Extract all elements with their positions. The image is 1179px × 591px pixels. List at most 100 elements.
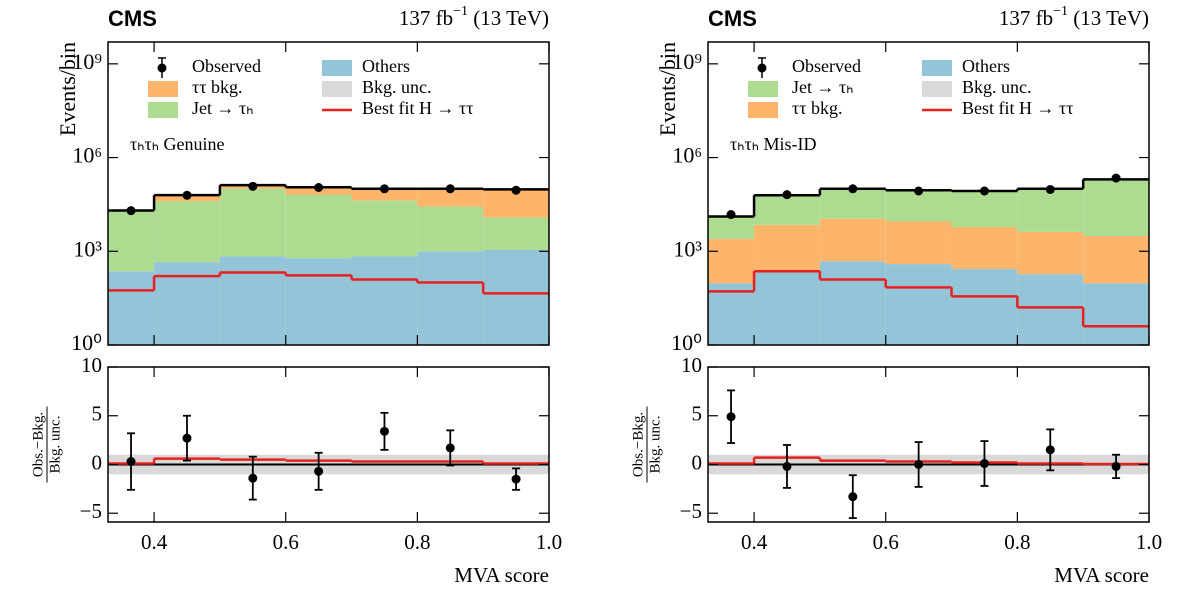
ratio-point	[848, 492, 858, 502]
stack-bar	[951, 191, 1018, 228]
stack-bar	[285, 258, 352, 345]
y-tick-label: 10⁹	[72, 49, 102, 74]
observed-point	[511, 185, 521, 195]
stack-bar	[951, 269, 1018, 345]
stack-bar	[219, 256, 286, 345]
ratio-point	[782, 461, 792, 471]
stack-bar	[417, 206, 484, 252]
annotation: τₕτₕ Mis-ID	[730, 134, 817, 154]
y-tick-label: −5	[80, 499, 102, 523]
stack-bar	[754, 224, 820, 272]
legend-swatch	[922, 81, 952, 97]
observed-point	[1045, 184, 1055, 194]
legend-symbol	[757, 63, 767, 73]
stack-bar	[708, 238, 755, 284]
legend-label: Others	[962, 56, 1010, 76]
stack-bar	[1017, 188, 1084, 232]
legend-swatch	[922, 60, 952, 76]
y-tick-label: 10⁶	[672, 143, 702, 168]
observed-point	[126, 206, 136, 216]
stack-bar	[951, 227, 1018, 270]
legend-label: Jet → τₕ	[192, 98, 254, 118]
legend-swatch	[148, 102, 178, 118]
stack-bar	[819, 218, 886, 262]
axes-frame	[707, 41, 1150, 346]
legend-swatch	[148, 81, 178, 97]
energy: (13 TeV)	[468, 6, 549, 30]
observed-point	[248, 181, 258, 191]
energy: (13 TeV)	[1068, 6, 1149, 30]
legend-label: ττ bkg.	[792, 98, 842, 118]
legend-label: Bkg. unc.	[362, 77, 432, 97]
stack-bar	[108, 271, 155, 345]
legend-label: Best fit H → ττ	[362, 98, 473, 118]
stack-bar	[754, 195, 820, 225]
observed-point	[182, 190, 192, 200]
stack-bar	[885, 221, 952, 265]
legend-label: ττ bkg.	[192, 77, 242, 97]
luminosity-exponent: −1	[1053, 4, 1068, 19]
ratio-label: Obs.−Bkg.	[30, 412, 46, 477]
ratio-point	[979, 459, 989, 469]
stack-bar	[885, 264, 952, 345]
legend-label: Observed	[192, 56, 261, 76]
stack-bar	[819, 261, 886, 345]
ratio-point	[248, 473, 258, 483]
x-axis-label: MVA score	[1054, 563, 1149, 587]
y-tick-label: 5	[692, 402, 703, 426]
x-tick-label: 1.0	[536, 530, 562, 554]
stack-bar	[1083, 235, 1149, 284]
axes-frame	[707, 366, 1150, 523]
ratio-label: Obs.−Bkg.	[630, 412, 646, 477]
observed-point	[1111, 173, 1121, 183]
legend-label: Jet → τₕ	[792, 77, 854, 97]
ratio-point	[314, 466, 324, 476]
stack-bar	[1017, 274, 1084, 345]
ratio-point	[511, 474, 521, 484]
luminosity-exponent: −1	[453, 4, 468, 19]
y-tick-label: −5	[680, 499, 702, 523]
stack-bar	[417, 251, 484, 345]
y-tick-label: 10³	[673, 236, 702, 261]
stack-bar	[351, 200, 418, 257]
experiment-label: CMS	[108, 6, 157, 31]
legend-label: Best fit H → ττ	[962, 98, 1073, 118]
x-tick-label: 0.8	[1004, 530, 1030, 554]
legend-symbol	[157, 63, 167, 73]
y-tick-label: 10⁰	[71, 330, 102, 355]
y-tick-label: 0	[92, 450, 103, 474]
x-axis-label: MVA score	[454, 563, 549, 587]
legend-label: Bkg. unc.	[962, 77, 1032, 97]
ratio-label: Bkg. unc.	[47, 416, 63, 474]
x-tick-label: 0.6	[873, 530, 899, 554]
stack-bar	[708, 283, 755, 345]
stack-bar	[351, 256, 418, 345]
y-axis-label: Events/bin	[655, 42, 680, 136]
legend-swatch	[748, 102, 778, 118]
observed-point	[979, 186, 989, 196]
x-tick-label: 1.0	[1136, 530, 1162, 554]
ratio-point	[1111, 461, 1121, 471]
observed-point	[914, 186, 924, 196]
ratio-point	[726, 412, 736, 422]
ratio-point	[914, 459, 924, 469]
observed-point	[848, 184, 858, 194]
x-tick-label: 0.8	[404, 530, 430, 554]
y-tick-label: 0	[692, 450, 703, 474]
stack-bar	[1017, 231, 1084, 275]
y-tick-label: 10⁹	[672, 49, 702, 74]
stack-bar	[483, 217, 549, 250]
legend-label: Observed	[792, 56, 861, 76]
observed-point	[445, 184, 455, 194]
ratio-point	[126, 457, 136, 467]
legend-swatch	[748, 81, 778, 97]
x-tick-label: 0.4	[141, 530, 168, 554]
observed-point	[379, 184, 389, 194]
ratio-point	[445, 443, 455, 453]
annotation: τₕτₕ Genuine	[130, 134, 225, 154]
y-axis-label: Events/bin	[55, 42, 80, 136]
stack-bar	[819, 188, 886, 219]
stack-bar	[154, 262, 220, 345]
luminosity: 137 fb	[399, 6, 453, 30]
luminosity-label: 137 fb−1 (13 TeV)	[999, 4, 1149, 30]
